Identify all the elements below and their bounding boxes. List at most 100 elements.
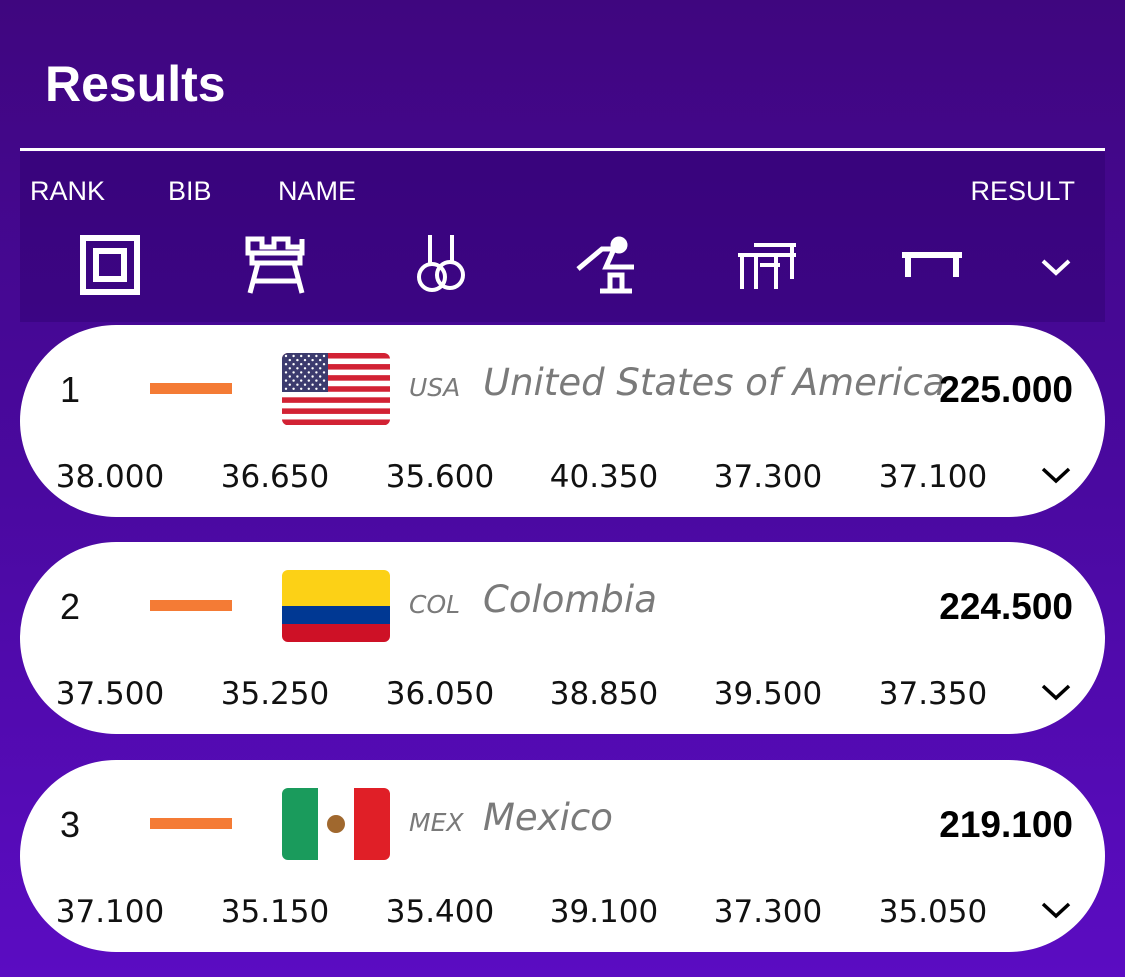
flag-stripe: [282, 408, 390, 414]
flag-stripe: [282, 419, 390, 425]
flag-stripe: [282, 375, 390, 381]
flag-star: [323, 379, 325, 381]
flag-star: [308, 379, 310, 381]
flag-canton: [282, 353, 328, 392]
flag-star: [285, 355, 287, 357]
country-code: USA: [409, 373, 461, 402]
bib-placeholder: [150, 818, 232, 829]
rank: 3: [60, 804, 81, 845]
flag-star: [285, 371, 287, 373]
flag-star: [304, 384, 306, 386]
apparatus-score: 35.600: [385, 459, 495, 495]
title: Results: [45, 56, 226, 112]
result-card[interactable]: 2 COL Colombia 224.500 37.500 35.250 36.050 38.…: [20, 542, 1105, 734]
flag-band: [282, 624, 390, 642]
flag-star: [319, 375, 321, 377]
flag-star: [308, 355, 310, 357]
flag-star: [289, 384, 291, 386]
expand-row[interactable]: [1040, 465, 1072, 485]
apparatus-score: 37.300: [713, 459, 823, 495]
flag-star: [319, 367, 321, 369]
apparatus-score: 39.100: [549, 894, 659, 930]
flag-star: [285, 388, 287, 390]
divider: [20, 148, 1105, 151]
column-label: RANK: [30, 176, 106, 206]
flag-star: [308, 388, 310, 390]
apparatus-score: 35.400: [385, 894, 495, 930]
country-name: Mexico: [483, 796, 613, 839]
country-name: Colombia: [483, 578, 657, 621]
flag-star: [311, 367, 313, 369]
flag-star: [296, 367, 298, 369]
flag-star: [311, 384, 313, 386]
flag-star: [292, 363, 294, 365]
flag-star: [315, 371, 317, 373]
apparatus-score: 37.100: [878, 459, 988, 495]
flag-band: [282, 788, 318, 860]
flag-star: [289, 359, 291, 361]
flag-star: [285, 379, 287, 381]
apparatus-icons: [80, 235, 1071, 295]
flag-stripe: [282, 364, 390, 370]
flag-star: [296, 384, 298, 386]
apparatus-score: 37.300: [713, 894, 823, 930]
apparatus-score: 35.050: [878, 894, 988, 930]
rings-icon: [417, 235, 465, 292]
apparatus-score: 37.350: [878, 676, 988, 712]
flag-band: [354, 788, 390, 860]
apparatus-score: 35.150: [220, 894, 330, 930]
flag-star: [308, 371, 310, 373]
flag-emblem: [327, 815, 345, 833]
flag-stripe: [282, 353, 390, 359]
flag-star: [323, 363, 325, 365]
flag-stripe: [282, 381, 390, 387]
flag-body: [282, 570, 390, 642]
flag-star: [315, 379, 317, 381]
flag-star: [315, 355, 317, 357]
chevron: [1041, 467, 1071, 484]
flag-stripe: [282, 403, 390, 409]
rank: 2: [60, 586, 81, 627]
result-card[interactable]: 1 USA United States of America 225.000 38.00…: [20, 325, 1105, 517]
hbar-icon: [902, 252, 962, 277]
flag-star: [319, 384, 321, 386]
flag-star: [311, 359, 313, 361]
result-card[interactable]: 3 MEX Mexico 219.100 37.100 35.150 35.400 39.10…: [20, 760, 1105, 952]
flag-band: [282, 570, 390, 606]
apparatus-score: 39.500: [713, 676, 823, 712]
total-score: 219.100: [939, 804, 1073, 845]
flag-star: [296, 359, 298, 361]
apparatus-score: 36.050: [385, 676, 495, 712]
flag-star: [304, 375, 306, 377]
flag-star: [304, 359, 306, 361]
flag-star: [323, 388, 325, 390]
country-code: MEX: [409, 808, 464, 837]
flag-star: [292, 355, 294, 357]
flag-star: [304, 367, 306, 369]
country-code: COL: [409, 590, 461, 619]
header-band: [20, 152, 1105, 322]
total-score: 224.500: [939, 586, 1073, 627]
flag-stripe: [282, 397, 390, 403]
flag-star: [300, 371, 302, 373]
column-label: RESULT: [970, 176, 1075, 206]
apparatus-score: 38.850: [549, 676, 659, 712]
flag: [282, 570, 390, 642]
apparatus-score: 37.500: [55, 676, 165, 712]
apparatus-score: 40.350: [549, 459, 659, 495]
flag-star: [289, 367, 291, 369]
chevron: [1041, 684, 1071, 701]
apparatus-score: 38.000: [55, 459, 165, 495]
expand-row[interactable]: [1040, 682, 1072, 702]
flag-star: [323, 371, 325, 373]
pbars-icon: [738, 243, 796, 289]
flag-star: [311, 375, 313, 377]
flag-star: [296, 375, 298, 377]
flag-star: [315, 363, 317, 365]
flag-band: [282, 606, 390, 624]
flag-star: [300, 355, 302, 357]
flag-star: [300, 388, 302, 390]
flag-body: [282, 788, 390, 860]
expand-row[interactable]: [1040, 900, 1072, 920]
